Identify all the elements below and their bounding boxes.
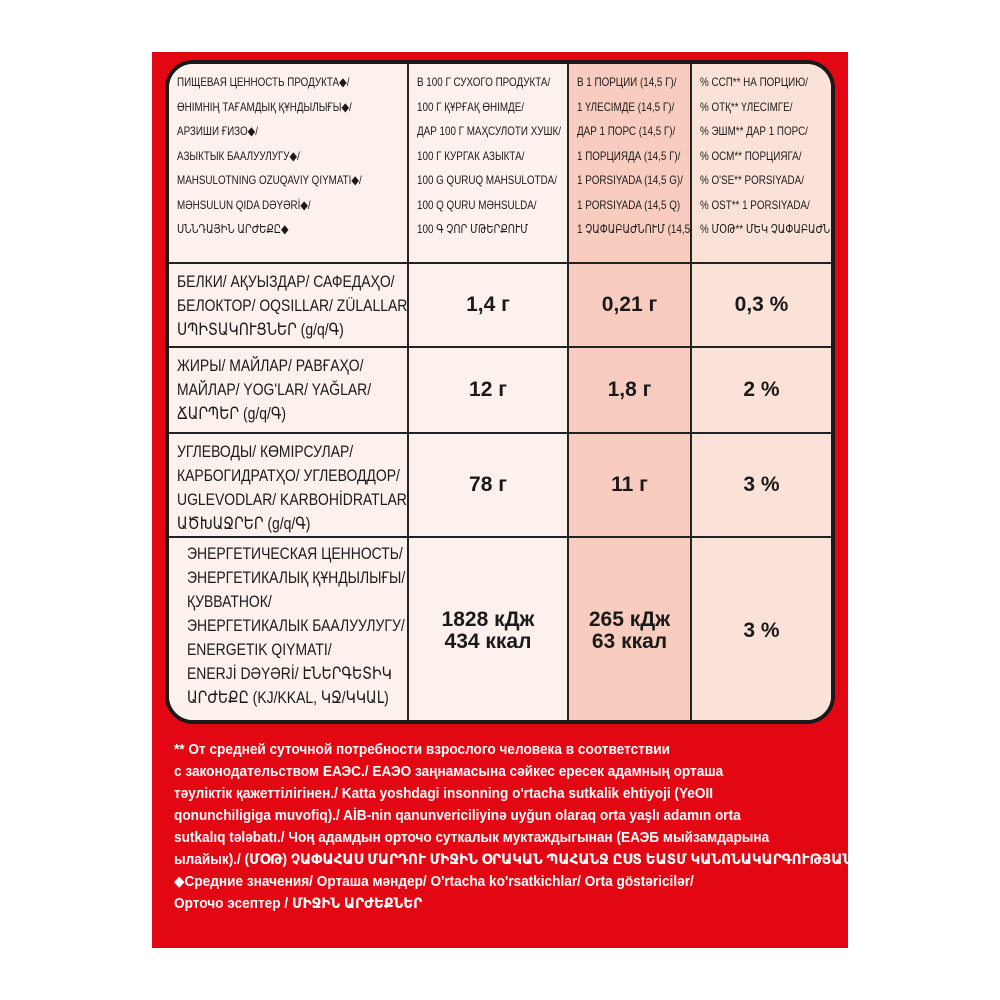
- header-line: % ОСМ** ПОРЦИЯГА/: [700, 148, 802, 163]
- nutrient-label: БЕЛКИ/ АҚУЫЗДАР/ САФЕДАҲО/БЕЛОКТОР/ OQSI…: [169, 264, 409, 348]
- header-line: % O'SE** PORSIYADA/: [700, 173, 804, 187]
- per-serving-value: 0,21 г: [601, 293, 658, 316]
- header-line: MƏHSULUN QIDA DƏYƏRİ◆/: [177, 197, 311, 212]
- header-cell: В 1 ПОРЦИИ (14,5 Г)/ 1 ҮЛЕСІМДЕ (14,5 Г)/…: [569, 64, 692, 264]
- header-line: 1 PORSIYADA (14,5 G)/: [577, 173, 683, 187]
- per-serving-value: 11 г: [611, 473, 648, 496]
- per-100g-value: 1828 кДж: [441, 608, 535, 631]
- header-line: 100 Գ ՉՈՐ ՄԹԵՐՔՈՒՄ: [417, 222, 529, 236]
- header-cell: В 100 Г СУХОГО ПРОДУКТА/100 Г ҚҰРҒАҚ ӨНІ…: [409, 64, 569, 264]
- label-line: ЭНЕРГЕТИКАЛЫҚ ҚҰНДЫЛЫҒЫ/: [187, 568, 406, 587]
- per-100g-value: 1,4 г: [466, 293, 510, 316]
- percent-cell: 3 %: [692, 434, 831, 538]
- label-panel: ПИЩЕВАЯ ЦЕННОСТЬ ПРОДУКТА◆/ ӨНІМНІҢ ТАҒАМ…: [152, 52, 852, 948]
- label-line: БЕЛКИ/ АҚУЫЗДАР/ САФЕДАҲО/: [177, 272, 395, 291]
- footnote-line: с законодательством ЕАЭС./ ЕАЭО заңнамас…: [174, 764, 724, 780]
- per-100g-value: 78 г: [469, 473, 507, 496]
- per-serving-value: 63 ккал: [591, 630, 668, 653]
- header-line: ՍՆՆԴԱՅԻՆ ԱՐԺԵՔԸ◆: [177, 222, 289, 236]
- footnote-line: ылайык)./ (ՄՕԹ) ՉԱՓԱՀԱՍ ՄԱՐԴՈՒ ՄԻՋԻՆ ՕՐԱ…: [174, 852, 853, 868]
- per-100g-value: 434 ккал: [444, 630, 532, 653]
- percent-value: 2 %: [743, 378, 780, 401]
- nutrient-label: ЖИРЫ/ МАЙЛАР/ РАВҒАҲО/МАЙЛАР/ YOG'LAR/ Y…: [169, 348, 409, 434]
- footnote-line: тәуліктік қажеттілігінен./ Katta yoshdag…: [174, 786, 714, 802]
- label-line: КАРБОГИДРАТҲО/ УГЛЕВОДДОР/: [177, 466, 400, 485]
- footnote-line: sutkalıq tələbatı./ Чоң адамдын орточо с…: [174, 830, 770, 846]
- per-100g-cell: 78 г: [409, 434, 569, 538]
- per-serving-value: 265 кДж: [588, 608, 671, 631]
- header-line: % ОТҚ** ҮЛЕСІМГЕ/: [700, 99, 793, 114]
- header-line: % ЭШМ** ДАР 1 ПОРС/: [700, 124, 808, 138]
- header-line: 100 G QURUQ MAHSULOTDA/: [417, 173, 557, 187]
- header-cell: ПИЩЕВАЯ ЦЕННОСТЬ ПРОДУКТА◆/ ӨНІМНІҢ ТАҒАМ…: [169, 64, 409, 264]
- label-line: ՃԱՐՊԵՐ (g/q/Գ): [177, 404, 286, 423]
- header-line: % OST** 1 PORSIYADA/: [700, 197, 810, 212]
- per-100g-value: 12 г: [469, 378, 507, 401]
- label-line: ЖИРЫ/ МАЙЛАР/ РАВҒАҲО/: [177, 356, 364, 375]
- header-line: 1 ՉԱՓԱԲԱԺՆՈՒՄ (14,5 Գ): [577, 222, 692, 236]
- percent-cell: 3 %: [692, 538, 831, 720]
- footnote: ** От средней суточной потребности взрос…: [174, 739, 895, 915]
- header-line: % ՄՕԹ** ՄԵԿ ՉԱՓԱԲԱԺՆՈՒՄ: [700, 222, 831, 236]
- header-line: 1 ҮЛЕСІМДЕ (14,5 Г)/: [577, 99, 675, 114]
- nutrient-label: УГЛЕВОДЫ/ КӨМІРСУЛАР/КАРБОГИДРАТҲО/ УГЛЕ…: [169, 434, 409, 538]
- label-line: ЭНЕРГЕТИКАЛЫК БААЛУУЛУГУ/: [187, 616, 405, 635]
- footnote-line: qonunchiligiga muvofiq)./ AİB-nin qanunv…: [174, 808, 741, 824]
- header-line: ПИЩЕВАЯ ЦЕННОСТЬ ПРОДУКТА◆/: [177, 75, 350, 89]
- per-100g-cell: 1828 кДж 434 ккал: [409, 538, 569, 720]
- nutrition-table: ПИЩЕВАЯ ЦЕННОСТЬ ПРОДУКТА◆/ ӨНІМНІҢ ТАҒАМ…: [165, 60, 835, 724]
- label-line: ENERJİ DƏYƏRİ/ ԷՆԵՐԳԵՏԻԿ: [187, 664, 392, 683]
- header-line: 1 ПОРЦИЯДА (14,5 Г)/: [577, 148, 681, 163]
- header-line: 1 PORSIYADA (14,5 Q): [577, 197, 681, 212]
- footnote-line: Орточо эсептер / ՄԻՋԻՆ ԱՐԺԵՔՆԵՐ: [174, 896, 423, 912]
- percent-value: 3 %: [743, 619, 780, 642]
- header-line: 100 Г КУРГАК АЗЫКТА/: [417, 148, 525, 163]
- per-100g-cell: 12 г: [409, 348, 569, 434]
- header-line: % ССП** НА ПОРЦИЮ/: [700, 75, 808, 89]
- label-line: МАЙЛАР/ YOG'LAR/ YAĞLAR/: [177, 380, 372, 399]
- header-line: В 100 Г СУХОГО ПРОДУКТА/: [417, 75, 551, 89]
- header-line: 100 Г ҚҰРҒАҚ ӨНІМДЕ/: [417, 99, 524, 114]
- percent-cell: 0,3 %: [692, 264, 831, 348]
- header-line: ДАР 1 ПОРС (14,5 Г)/: [577, 124, 676, 138]
- label-line: ԱԾԽԱՋՐԵՐ (g/q/Գ): [177, 514, 311, 533]
- header-line: АРЗИШИ ҒИЗО◆/: [177, 124, 258, 138]
- label-line: ЭНЕРГЕТИЧЕСКАЯ ЦЕННОСТЬ/: [187, 544, 403, 563]
- label-line: ҚУВВАТНОК/: [187, 592, 272, 611]
- per-serving-cell: 265 кДж 63 ккал: [569, 538, 692, 720]
- percent-value: 0,3 %: [734, 293, 789, 316]
- label-line: УГЛЕВОДЫ/ КӨМІРСУЛАР/: [177, 442, 354, 461]
- per-100g-cell: 1,4 г: [409, 264, 569, 348]
- percent-cell: 2 %: [692, 348, 831, 434]
- header-cell: % ССП** НА ПОРЦИЮ/ % ОТҚ** ҮЛЕСІМГЕ/ % ЭШМ…: [692, 64, 831, 264]
- header-line: АЗЫКТЫК БААЛУУЛУГУ◆/: [177, 148, 300, 163]
- per-serving-cell: 0,21 г: [569, 264, 692, 348]
- header-line: 100 Q QURU MƏHSULDA/: [417, 197, 537, 212]
- nutrient-label: ЭНЕРГЕТИЧЕСКАЯ ЦЕННОСТЬ/ЭНЕРГЕТИКАЛЫҚ ҚҰ…: [169, 538, 409, 720]
- label-line: БЕЛОКТОР/ OQSILLAR/ ZÜLALLAR/: [177, 296, 409, 315]
- footnote-line: ◆Средние значения/ Орташа мәндер/ O'rtac…: [174, 874, 694, 890]
- label-line: ENERGETIK QIYMATI/: [187, 640, 332, 659]
- header-line: ДАР 100 Г МАҲСУЛОТИ ХУШК/: [417, 124, 561, 138]
- header-line: MAHSULOTNING OZUQAVIY QIYMATI◆/: [177, 173, 362, 187]
- percent-value: 3 %: [743, 473, 780, 496]
- footnote-line: ** От средней суточной потребности взрос…: [174, 742, 670, 758]
- label-line: ԱՐԺԵՔԸ (KJ/KKAL, ԿՋ/ԿԿԱԼ): [187, 688, 389, 707]
- label-line: ՍՊԻՏԱԿՈՒՑՆԵՐ (g/q/Գ): [177, 320, 344, 339]
- per-serving-cell: 11 г: [569, 434, 692, 538]
- per-serving-cell: 1,8 г: [569, 348, 692, 434]
- per-serving-value: 1,8 г: [607, 378, 652, 401]
- header-line: В 1 ПОРЦИИ (14,5 Г)/: [577, 75, 677, 89]
- header-line: ӨНІМНІҢ ТАҒАМДЫҚ ҚҰНДЫЛЫҒЫ◆/: [177, 99, 352, 114]
- label-line: UGLEVODLAR/ KARBOHİDRATLAR/: [177, 490, 409, 509]
